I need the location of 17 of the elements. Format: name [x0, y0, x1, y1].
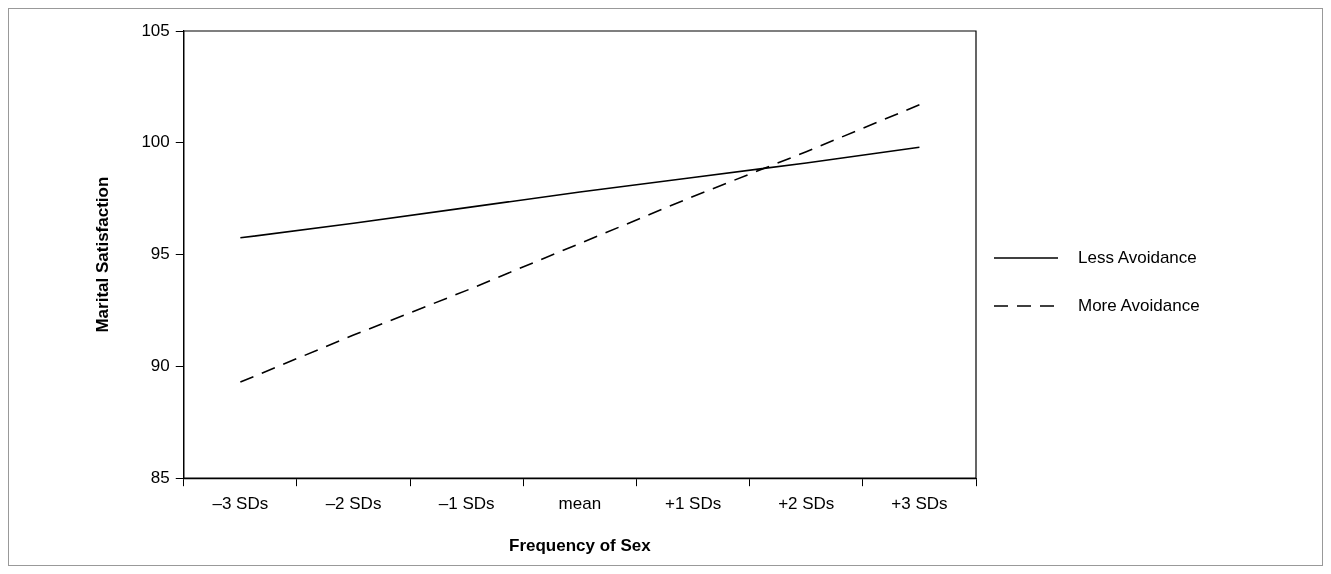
legend-label: Less Avoidance	[1078, 248, 1197, 268]
x-tick-label: mean	[558, 494, 602, 514]
x-tick-label: +1 SDs	[664, 494, 722, 514]
x-tick-label: +3 SDs	[891, 494, 948, 514]
y-tick-label: 105	[141, 20, 170, 40]
x-tick-label: –2 SDs	[325, 494, 382, 514]
legend-label: More Avoidance	[1078, 296, 1200, 316]
line-series	[239, 103, 921, 383]
y-tick-label: 90	[150, 356, 170, 376]
x-tick-label: –3 SDs	[212, 494, 269, 514]
y-tick-label: 85	[150, 467, 170, 487]
x-axis-title: Frequency of Sex	[509, 536, 652, 556]
x-tick-label: +2 SDs	[778, 494, 835, 514]
y-axis-title: Marital Satisfaction	[92, 176, 112, 333]
y-tick-label: 95	[150, 244, 170, 264]
x-tick-label: –1 SDs	[438, 494, 495, 514]
y-tick-label: 100	[141, 132, 170, 152]
